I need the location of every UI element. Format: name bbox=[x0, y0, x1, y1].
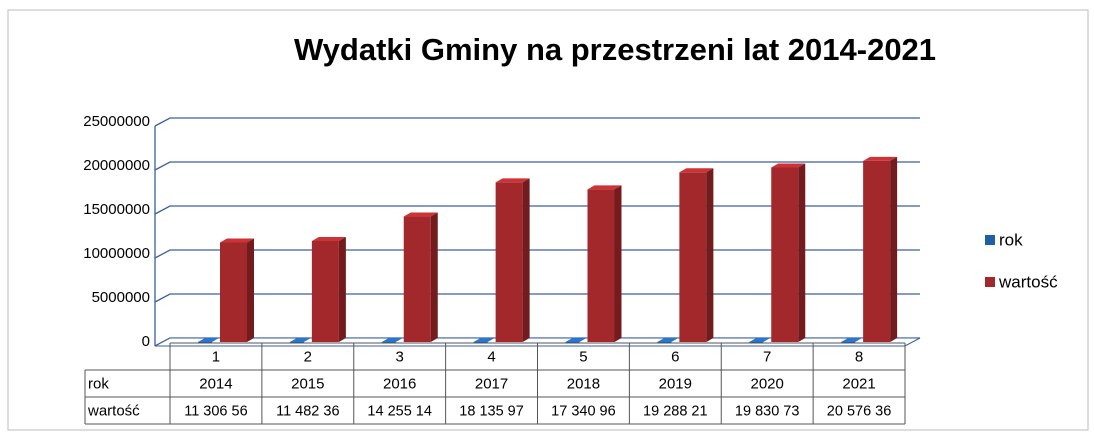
x-tick-label: 7 bbox=[763, 348, 771, 365]
bar-front bbox=[311, 240, 339, 342]
x-tick-label: 1 bbox=[212, 348, 220, 365]
bar-side bbox=[487, 337, 495, 342]
grid-line bbox=[154, 293, 920, 303]
bar-side bbox=[763, 337, 771, 342]
bar-front bbox=[587, 189, 615, 342]
bar bbox=[771, 163, 806, 342]
bar-top bbox=[311, 236, 346, 241]
bar-top bbox=[495, 178, 530, 183]
bar bbox=[311, 236, 346, 342]
bar-top bbox=[220, 238, 254, 243]
bar-front bbox=[220, 242, 247, 342]
y-tick-label: 20000000 bbox=[83, 157, 150, 174]
bar-top bbox=[587, 185, 622, 190]
legend-swatch bbox=[985, 277, 995, 287]
grid-line bbox=[154, 117, 920, 127]
table-cell: 18 135 97 bbox=[459, 403, 524, 419]
grid-line bbox=[154, 161, 920, 171]
y-tick-label: 5000000 bbox=[92, 289, 150, 306]
bar-front bbox=[403, 216, 431, 342]
bar-side bbox=[706, 168, 714, 342]
y-tick-label: 10000000 bbox=[83, 245, 150, 262]
y-tick-label: 0 bbox=[142, 333, 150, 350]
bar-side bbox=[579, 337, 587, 342]
x-tick-label: 5 bbox=[579, 348, 587, 365]
table-cell: 11 306 56 bbox=[184, 403, 247, 419]
y-tick-label: 15000000 bbox=[83, 201, 150, 218]
chart-title: Wydatki Gminy na przestrzeni lat 2014-20… bbox=[294, 32, 936, 67]
table-cell: 17 340 96 bbox=[551, 403, 616, 419]
bar-side bbox=[430, 212, 438, 342]
bar-side bbox=[890, 156, 898, 342]
table-cell: 14 255 14 bbox=[367, 403, 432, 419]
table-cell: 2014 bbox=[199, 375, 232, 392]
bar-top bbox=[679, 168, 714, 173]
bar-top bbox=[863, 156, 898, 161]
table-cell: 20 576 36 bbox=[827, 403, 892, 419]
bar-side bbox=[212, 337, 219, 342]
bar bbox=[220, 238, 254, 342]
bar-top bbox=[771, 163, 806, 168]
table-cell: 2020 bbox=[751, 375, 784, 392]
bar-side bbox=[395, 337, 403, 342]
bar bbox=[587, 185, 622, 342]
bar-side bbox=[614, 185, 622, 342]
x-tick-label: 6 bbox=[671, 348, 679, 365]
table-cell: 11 482 36 bbox=[276, 403, 339, 419]
x-tick-label: 3 bbox=[396, 348, 404, 365]
chart-border bbox=[7, 9, 1089, 431]
legend-label: rok bbox=[999, 230, 1023, 249]
bar-side bbox=[522, 178, 530, 342]
bar-side bbox=[303, 337, 311, 342]
x-tick-label: 4 bbox=[487, 348, 495, 365]
table-cell: 2019 bbox=[659, 375, 692, 392]
bar-front bbox=[495, 182, 523, 342]
bar bbox=[679, 168, 714, 342]
table-cell: 19 830 73 bbox=[735, 403, 800, 419]
bar-front bbox=[771, 167, 799, 342]
bar bbox=[863, 156, 898, 342]
table-cell: 19 288 21 bbox=[643, 403, 708, 419]
bar-side bbox=[247, 238, 254, 342]
bar-front bbox=[679, 172, 707, 342]
bar bbox=[495, 178, 530, 342]
x-tick-label: 8 bbox=[855, 348, 863, 365]
y-tick-label: 25000000 bbox=[83, 113, 150, 130]
table-cell: 2016 bbox=[383, 375, 416, 392]
legend-swatch bbox=[985, 235, 995, 245]
bar-top bbox=[403, 212, 438, 217]
bar bbox=[403, 212, 438, 342]
grid-line bbox=[154, 205, 920, 215]
bar-side bbox=[338, 236, 346, 342]
bar-side bbox=[855, 337, 863, 342]
x-tick-label: 2 bbox=[304, 348, 312, 365]
table-cell: 2015 bbox=[291, 375, 324, 392]
table-row-label: rok bbox=[88, 375, 109, 392]
table-cell: 2018 bbox=[567, 375, 600, 392]
floor bbox=[154, 337, 921, 347]
table-cell: 2017 bbox=[475, 375, 508, 392]
table-row-label: wartość bbox=[87, 402, 140, 419]
legend-label: wartość bbox=[998, 272, 1058, 291]
bar-side bbox=[798, 163, 806, 342]
table-cell: 2021 bbox=[842, 375, 875, 392]
bar-front bbox=[863, 160, 891, 342]
grid-line bbox=[154, 249, 920, 259]
bar-side bbox=[671, 337, 679, 342]
